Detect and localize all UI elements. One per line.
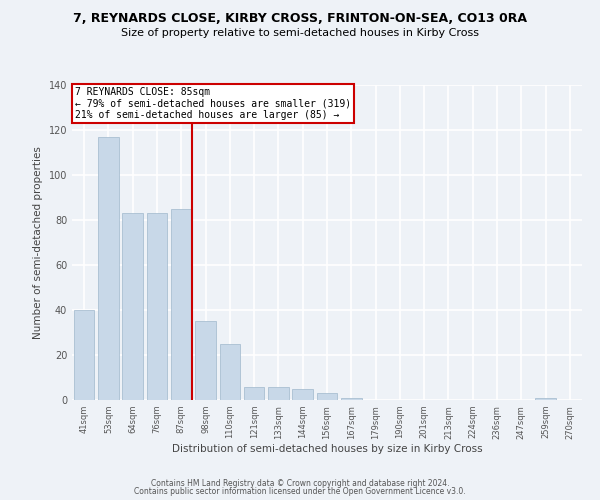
Bar	[195, 322, 216, 400]
Text: Contains HM Land Registry data © Crown copyright and database right 2024.: Contains HM Land Registry data © Crown c…	[151, 478, 449, 488]
Bar	[98, 136, 119, 400]
Bar	[535, 398, 556, 400]
Bar	[146, 213, 167, 400]
Bar	[220, 344, 240, 400]
Y-axis label: Number of semi-detached properties: Number of semi-detached properties	[33, 146, 43, 339]
Bar	[74, 310, 94, 400]
Text: Contains public sector information licensed under the Open Government Licence v3: Contains public sector information licen…	[134, 487, 466, 496]
Bar	[317, 393, 337, 400]
Bar	[268, 386, 289, 400]
Text: 7, REYNARDS CLOSE, KIRBY CROSS, FRINTON-ON-SEA, CO13 0RA: 7, REYNARDS CLOSE, KIRBY CROSS, FRINTON-…	[73, 12, 527, 26]
Bar	[244, 386, 265, 400]
Text: Size of property relative to semi-detached houses in Kirby Cross: Size of property relative to semi-detach…	[121, 28, 479, 38]
Bar	[122, 213, 143, 400]
X-axis label: Distribution of semi-detached houses by size in Kirby Cross: Distribution of semi-detached houses by …	[172, 444, 482, 454]
Text: 7 REYNARDS CLOSE: 85sqm
← 79% of semi-detached houses are smaller (319)
21% of s: 7 REYNARDS CLOSE: 85sqm ← 79% of semi-de…	[74, 86, 350, 120]
Bar	[341, 398, 362, 400]
Bar	[171, 209, 191, 400]
Bar	[292, 389, 313, 400]
